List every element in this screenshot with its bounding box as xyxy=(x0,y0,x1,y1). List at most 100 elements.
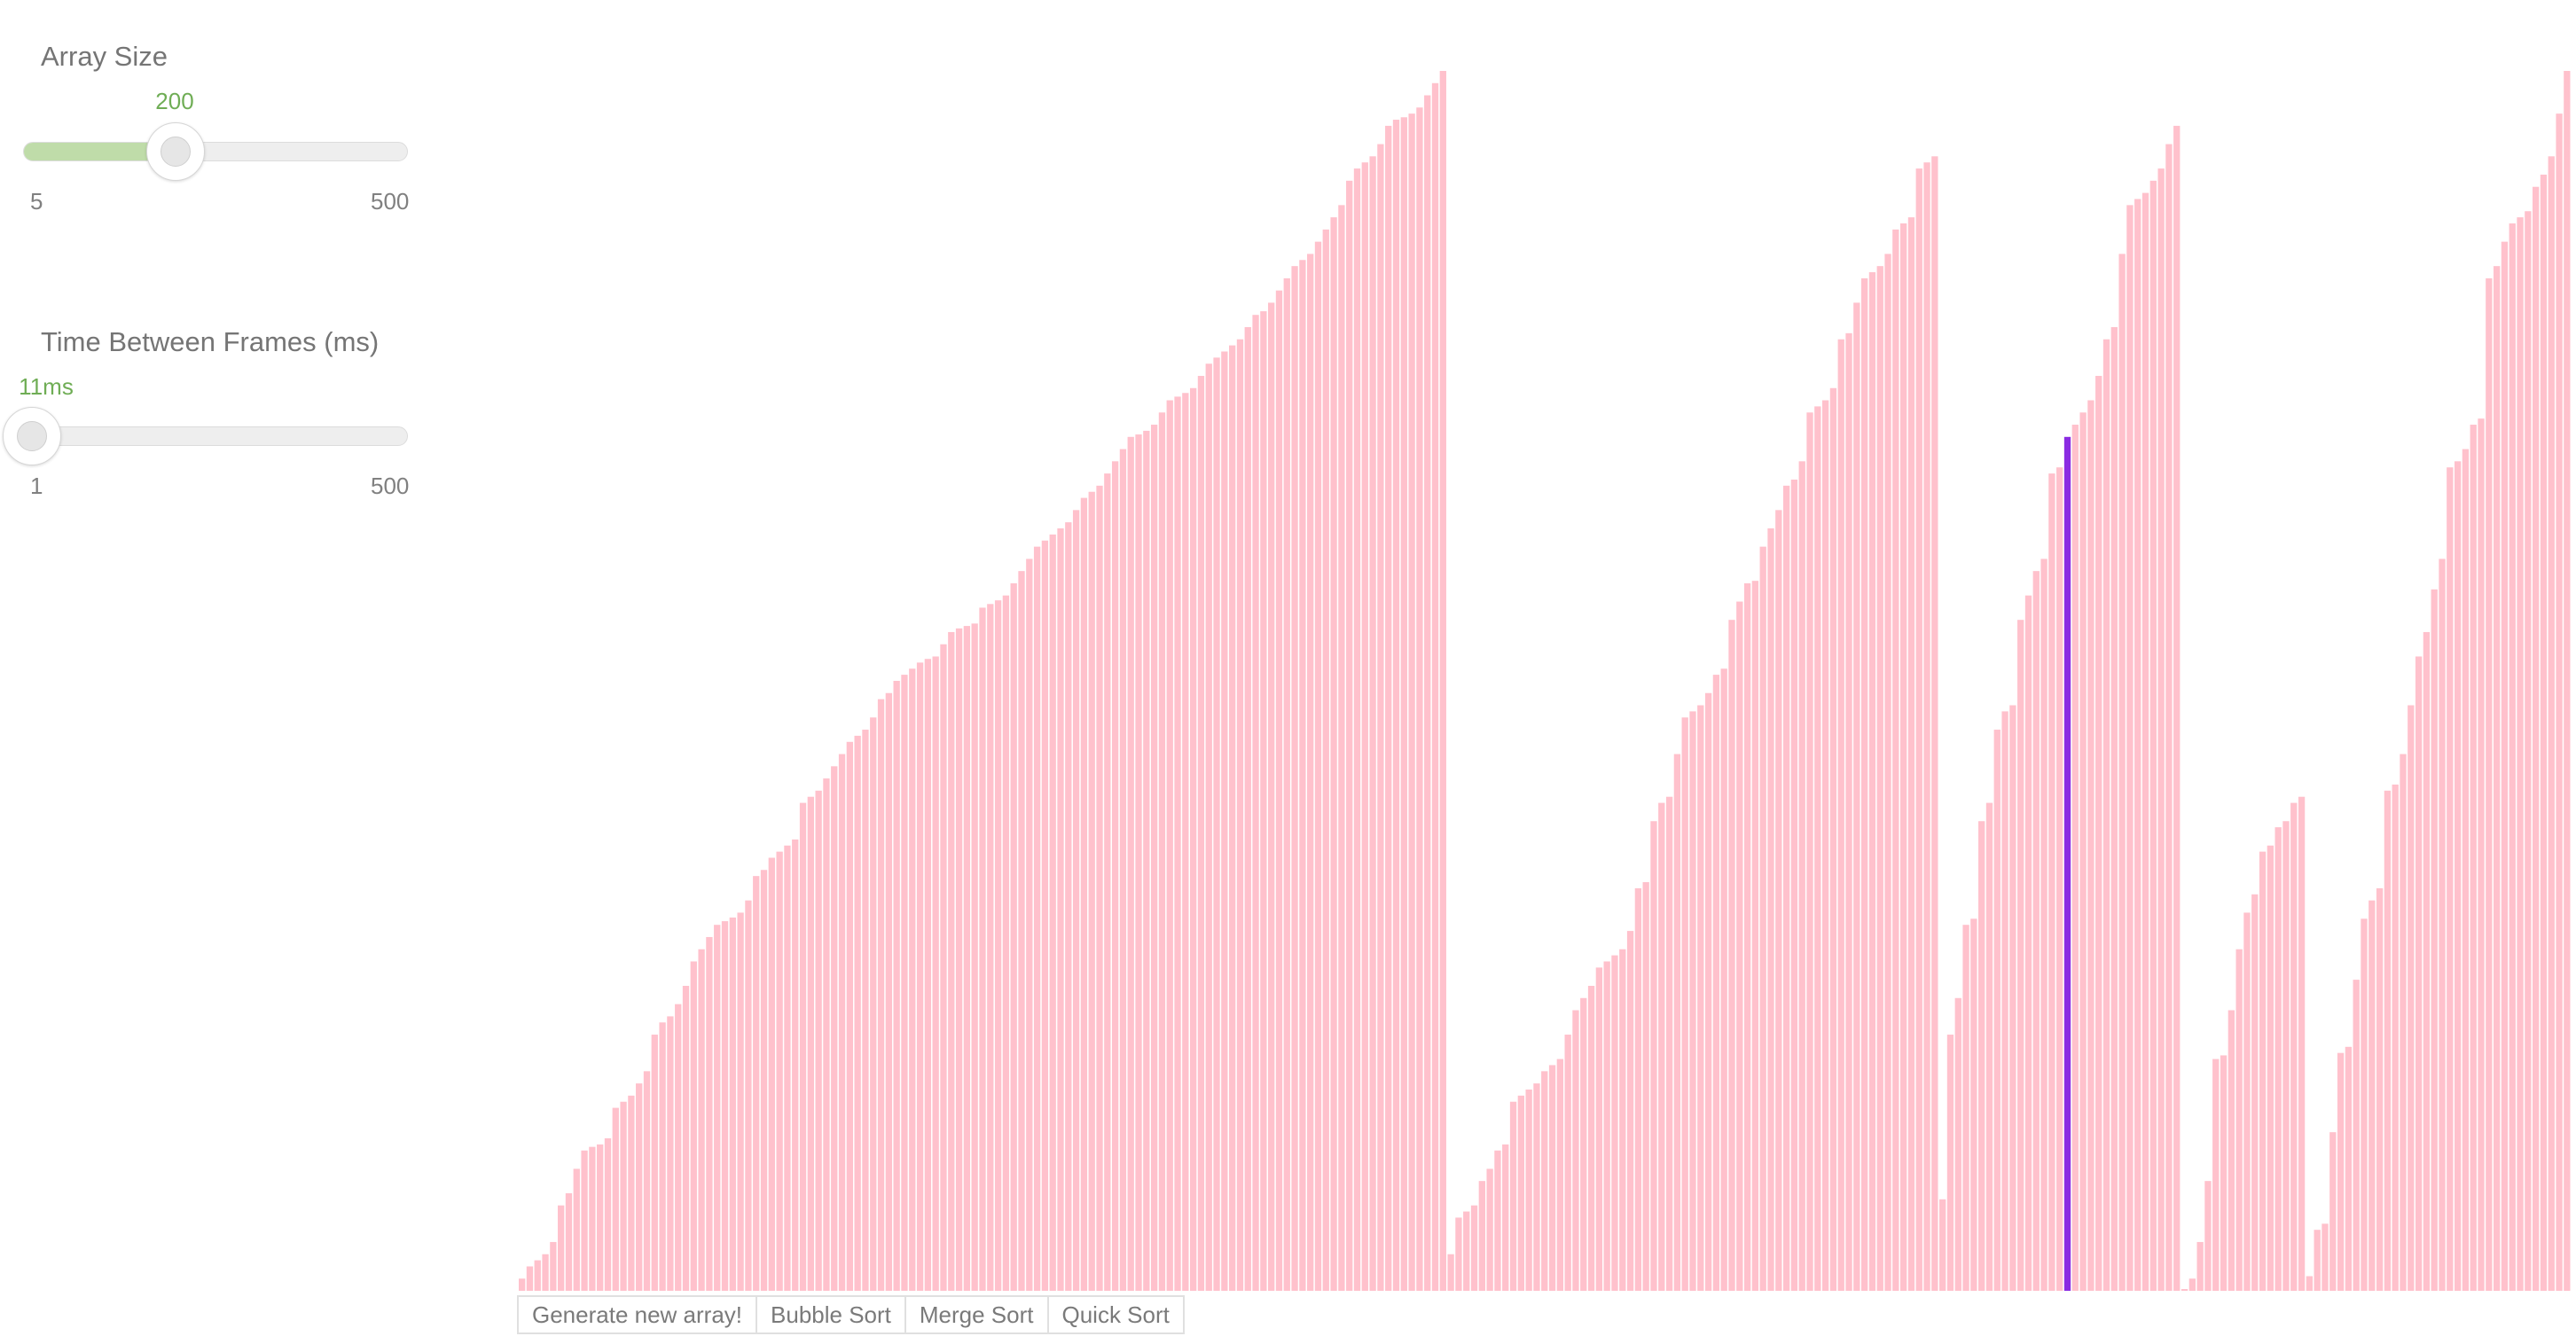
bar xyxy=(799,802,807,1291)
bar xyxy=(1104,473,1111,1291)
frame-time-slider-thumb[interactable] xyxy=(2,407,61,465)
bar xyxy=(1400,117,1407,1291)
bar xyxy=(1314,241,1322,1291)
bar xyxy=(1018,571,1025,1291)
bar xyxy=(1814,406,1821,1291)
array-bar-chart xyxy=(519,71,2572,1291)
bar xyxy=(534,1260,541,1291)
bar xyxy=(2470,425,2477,1291)
bar xyxy=(2493,266,2501,1291)
bar xyxy=(838,754,846,1291)
bar xyxy=(1525,1089,1532,1291)
bar xyxy=(1439,71,1446,1291)
bar xyxy=(1611,955,1618,1291)
merge-sort-button[interactable]: Merge Sort xyxy=(904,1295,1049,1334)
bar xyxy=(1494,1150,1501,1291)
bar xyxy=(1385,125,1392,1291)
bar xyxy=(1790,479,1798,1291)
bar xyxy=(815,790,822,1291)
bar xyxy=(979,607,986,1291)
bar xyxy=(1759,546,1766,1291)
bar xyxy=(1572,1010,1579,1291)
bar xyxy=(1658,802,1665,1291)
bar xyxy=(784,845,791,1291)
bar xyxy=(1111,461,1119,1291)
bar xyxy=(1205,363,1212,1291)
bar xyxy=(932,656,939,1291)
bar xyxy=(1736,601,1743,1291)
bar xyxy=(1322,229,1329,1291)
bar xyxy=(1665,796,1673,1291)
bar xyxy=(1853,302,1860,1291)
bar xyxy=(1595,967,1603,1291)
bar xyxy=(1541,1071,1548,1291)
bar xyxy=(1307,254,1314,1291)
bar xyxy=(2306,1276,2314,1291)
bar xyxy=(1424,95,1431,1291)
bar-highlighted xyxy=(2063,436,2071,1291)
bar xyxy=(636,1083,643,1291)
bar xyxy=(2454,461,2462,1291)
bar xyxy=(1010,582,1017,1291)
bar xyxy=(2017,620,2024,1291)
bar xyxy=(1533,1083,1540,1291)
bar xyxy=(1767,528,1774,1291)
bar xyxy=(2322,1223,2329,1291)
array-size-slider[interactable] xyxy=(23,122,408,181)
bar xyxy=(870,717,877,1291)
bar xyxy=(893,681,900,1291)
bar xyxy=(1268,302,1275,1291)
bar xyxy=(2329,1132,2337,1291)
bar xyxy=(1907,217,1915,1291)
bar xyxy=(1236,339,1244,1291)
bar xyxy=(737,912,744,1291)
bar xyxy=(2345,1046,2353,1291)
bar xyxy=(2079,412,2087,1291)
bar xyxy=(1509,1101,1517,1291)
bar xyxy=(721,921,729,1291)
bar xyxy=(651,1035,658,1291)
bar xyxy=(1080,497,1088,1291)
bar xyxy=(1681,717,1688,1291)
array-size-slider-thumb[interactable] xyxy=(145,122,205,181)
frame-time-slider[interactable] xyxy=(2,407,408,465)
bar xyxy=(1346,180,1353,1291)
bar xyxy=(550,1241,557,1291)
bar xyxy=(1338,205,1345,1291)
bar xyxy=(2126,205,2134,1291)
bar xyxy=(2525,211,2532,1291)
bar xyxy=(2110,326,2118,1291)
bar xyxy=(1299,260,1306,1291)
bar xyxy=(2095,376,2102,1291)
bar xyxy=(1244,326,1251,1291)
bar xyxy=(1985,802,1993,1291)
frame-time-min-label: 1 xyxy=(30,473,43,499)
array-size-max-label: 500 xyxy=(371,188,410,215)
bar xyxy=(667,1016,674,1291)
bar xyxy=(2290,802,2298,1291)
generate-array-button[interactable]: Generate new array! xyxy=(517,1295,758,1334)
bar xyxy=(1837,339,1844,1291)
bar xyxy=(573,1168,580,1291)
bar xyxy=(745,900,752,1291)
bar xyxy=(1954,997,1961,1291)
bar xyxy=(854,735,861,1291)
bar xyxy=(2369,900,2376,1291)
bar xyxy=(1548,1065,1556,1291)
bar xyxy=(885,692,893,1291)
bar xyxy=(768,857,775,1291)
quick-sort-button[interactable]: Quick Sort xyxy=(1046,1295,1185,1334)
bar xyxy=(1197,376,1205,1291)
bar xyxy=(760,870,768,1291)
bar xyxy=(1229,345,1236,1291)
bar xyxy=(2087,400,2094,1291)
bar xyxy=(620,1101,627,1291)
bar xyxy=(823,778,830,1291)
bar xyxy=(2447,467,2454,1291)
bar xyxy=(2118,254,2126,1291)
bar xyxy=(706,936,713,1291)
bar xyxy=(2141,192,2149,1291)
bar xyxy=(2431,589,2438,1291)
bar xyxy=(1486,1168,1493,1291)
bubble-sort-button[interactable]: Bubble Sort xyxy=(756,1295,906,1334)
